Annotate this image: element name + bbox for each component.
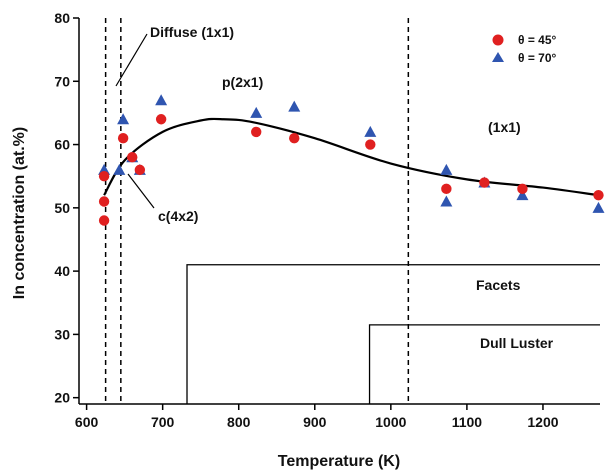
- point-theta45: [98, 196, 110, 207]
- point-theta45: [251, 126, 262, 138]
- fit-curve: [103, 117, 599, 197]
- legend: θ = 45° θ = 70°: [492, 33, 557, 65]
- point-theta45: [365, 139, 376, 150]
- point-theta70: [113, 163, 126, 175]
- point-theta45: [155, 114, 167, 125]
- data-points: [98, 94, 605, 226]
- y-tick-label: 40: [54, 263, 70, 279]
- step-line: [186, 264, 600, 404]
- point-theta45: [98, 170, 110, 182]
- x-tick-label: 900: [303, 414, 327, 430]
- point-theta70: [288, 100, 301, 112]
- y-tick-label: 30: [54, 326, 70, 342]
- legend-label-theta45: θ = 45°: [518, 33, 557, 47]
- point-theta45: [117, 133, 129, 144]
- x-tick-label: 1200: [527, 414, 558, 430]
- annotation-p2x1: p(2x1): [222, 74, 263, 90]
- vertical-dashed-lines: [104, 18, 410, 404]
- point-theta70: [117, 113, 130, 125]
- y-tick-label: 20: [54, 390, 70, 406]
- point-theta70: [592, 201, 605, 213]
- point-theta45: [127, 152, 138, 163]
- point-theta70: [364, 125, 377, 137]
- annotation-1x1: (1x1): [488, 119, 521, 135]
- annotation-c4x2: c(4x2): [158, 208, 198, 224]
- x-tick-label: 1100: [452, 414, 483, 430]
- y-tick-label: 60: [54, 137, 70, 153]
- x-axis-label: Temperature (K): [278, 453, 400, 470]
- point-theta45: [479, 177, 490, 188]
- point-theta45: [134, 164, 146, 176]
- point-theta70: [516, 189, 529, 201]
- c4x2-pointer-line: [127, 173, 155, 209]
- point-theta70: [440, 195, 453, 207]
- legend-marker-theta70: [492, 52, 504, 62]
- point-theta70: [155, 94, 168, 106]
- x-ticks: 600 700 800 900 1000 1100 1200: [75, 404, 559, 430]
- x-tick-label: 800: [227, 414, 251, 430]
- x-tick-label: 1000: [375, 414, 406, 430]
- step-label-dull-luster: Dull Luster: [480, 335, 554, 351]
- point-theta45: [517, 183, 528, 195]
- x-tick-label: 700: [151, 414, 175, 430]
- point-theta45: [98, 215, 110, 226]
- y-axis-label: In concentration (at.%): [11, 127, 28, 299]
- legend-marker-theta45: [492, 34, 504, 46]
- point-theta45: [593, 189, 604, 201]
- step-lines: [186, 264, 600, 404]
- point-theta70: [440, 163, 453, 175]
- y-tick-label: 80: [54, 10, 70, 26]
- point-theta45: [441, 183, 452, 195]
- point-theta45: [289, 133, 300, 144]
- plot-area: 600 700 800 900 1000 1100 1200 20 30 40 50 60 70 80: [54, 10, 605, 430]
- diffuse-pointer-line: [115, 33, 148, 87]
- step-label-facets: Facets: [476, 277, 521, 293]
- y-tick-label: 50: [54, 200, 70, 216]
- y-tick-label: 70: [54, 73, 70, 89]
- x-tick-label: 600: [75, 414, 99, 430]
- legend-label-theta70: θ = 70°: [518, 51, 557, 65]
- point-theta70: [250, 106, 263, 118]
- annotation-diffuse: Diffuse (1x1): [150, 24, 234, 40]
- y-ticks: 20 30 40 50 60 70 80: [54, 10, 79, 406]
- step-line: [368, 324, 600, 404]
